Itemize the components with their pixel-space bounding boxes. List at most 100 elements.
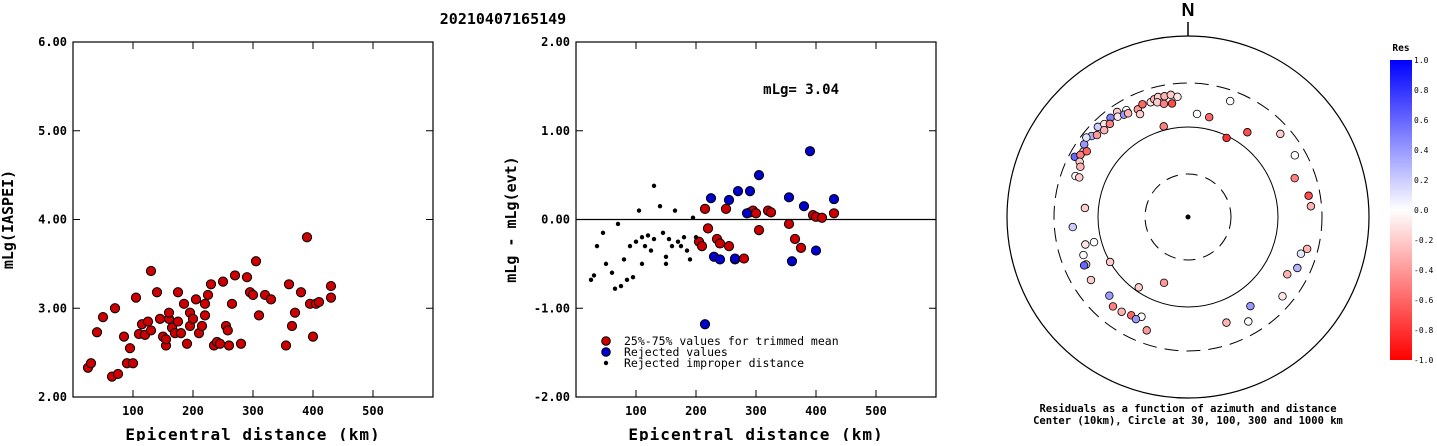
data-point	[732, 186, 744, 197]
residual-point	[1283, 270, 1292, 279]
x-tick-label: 500	[362, 404, 384, 418]
center-10km	[1185, 214, 1191, 220]
residual-point	[1173, 92, 1182, 102]
data-point	[612, 286, 618, 291]
polar-caption-1: Residuals as a function of azimuth and d…	[1039, 403, 1336, 415]
data-point	[217, 276, 229, 287]
x-tick-label: 300	[745, 404, 767, 418]
residual-point	[1079, 250, 1088, 260]
residual-point	[1089, 237, 1099, 247]
data-point	[783, 218, 795, 230]
residual-point	[1243, 128, 1252, 137]
ring-300km	[1053, 82, 1323, 352]
data-point	[222, 325, 233, 336]
data-point	[714, 254, 726, 265]
data-point	[621, 257, 627, 262]
data-point	[645, 233, 651, 238]
data-point	[307, 331, 319, 342]
data-point	[112, 368, 124, 380]
residual-point	[1105, 257, 1115, 267]
colorbar-tick-label: -0.2	[1414, 236, 1433, 245]
residual-point	[1222, 318, 1231, 327]
colorbar	[1390, 60, 1412, 360]
data-point	[163, 307, 175, 318]
data-point	[786, 256, 798, 267]
y-tick-label: 1.00	[541, 124, 570, 138]
residual-point	[1099, 126, 1109, 135]
data-point	[286, 320, 298, 332]
data-point	[142, 316, 154, 327]
data-point	[223, 340, 235, 351]
data-point	[663, 254, 669, 259]
y-axis-label: mLg - mLg(evt)	[502, 156, 520, 282]
data-point	[214, 338, 226, 349]
legend-marker	[601, 336, 611, 346]
colorbar-tick-label: 0.0	[1414, 206, 1429, 215]
data-point	[313, 296, 325, 308]
data-point	[145, 325, 157, 336]
x-axis-label: Epicentral distance (km)	[125, 425, 380, 441]
x-axis-label: Epicentral distance (km)	[628, 425, 883, 441]
legend-label: Rejected improper distance	[624, 356, 804, 370]
colorbar-tick-label: 0.4	[1414, 146, 1429, 155]
data-point	[729, 253, 741, 264]
data-point	[714, 238, 726, 249]
residual-point	[1105, 291, 1114, 300]
residual-point	[1296, 249, 1306, 258]
colorbar-tick-label: -0.4	[1414, 266, 1433, 275]
colorbar-tick-label: -0.8	[1414, 326, 1433, 335]
data-point	[648, 248, 654, 253]
data-point	[283, 279, 295, 290]
residual-point	[1278, 292, 1287, 301]
data-point	[172, 316, 184, 327]
data-point	[178, 298, 190, 309]
data-point	[669, 243, 675, 249]
data-point	[753, 225, 765, 236]
data-point	[804, 146, 816, 157]
x-tick-label: 200	[685, 404, 707, 418]
data-point	[690, 215, 696, 220]
data-point	[666, 236, 672, 242]
residual-point	[1105, 119, 1115, 129]
residual-point	[1244, 317, 1253, 326]
data-point	[783, 192, 795, 203]
data-point	[744, 186, 756, 197]
residual-point	[1302, 244, 1312, 254]
residual-point	[1086, 275, 1096, 285]
north-label: N	[1182, 0, 1195, 20]
data-point	[639, 261, 645, 267]
data-point	[187, 313, 199, 324]
data-point	[624, 277, 630, 283]
data-point	[633, 239, 639, 244]
data-point	[618, 283, 624, 289]
residual-point	[1123, 109, 1133, 118]
data-point	[657, 203, 663, 209]
data-point	[630, 274, 636, 280]
x-tick-label: 400	[805, 404, 827, 418]
y-tick-label: 4.00	[38, 213, 67, 227]
residual-point	[1192, 109, 1202, 119]
residual-point	[1082, 147, 1092, 156]
data-point	[753, 170, 765, 181]
data-point	[600, 230, 606, 236]
residual-point	[1080, 203, 1090, 213]
figure-title: 20210407165149	[440, 10, 566, 28]
colorbar-tick-label: 1.0	[1414, 56, 1429, 65]
data-point	[705, 193, 717, 204]
data-point	[627, 243, 633, 249]
y-tick-label: 2.00	[38, 390, 67, 404]
data-point	[130, 292, 142, 303]
data-point	[151, 287, 163, 298]
data-point	[205, 279, 217, 290]
residual-point	[1138, 100, 1147, 109]
ring-100km	[1097, 126, 1279, 308]
data-point	[295, 287, 307, 298]
data-point	[699, 203, 711, 214]
x-tick-label: 500	[865, 404, 887, 418]
y-tick-label: 0.00	[541, 213, 570, 227]
data-point	[325, 280, 337, 292]
residual-point	[1159, 278, 1169, 288]
data-point	[160, 334, 172, 345]
residual-point	[1134, 283, 1143, 292]
colorbar-tick-label: 0.2	[1414, 176, 1429, 185]
